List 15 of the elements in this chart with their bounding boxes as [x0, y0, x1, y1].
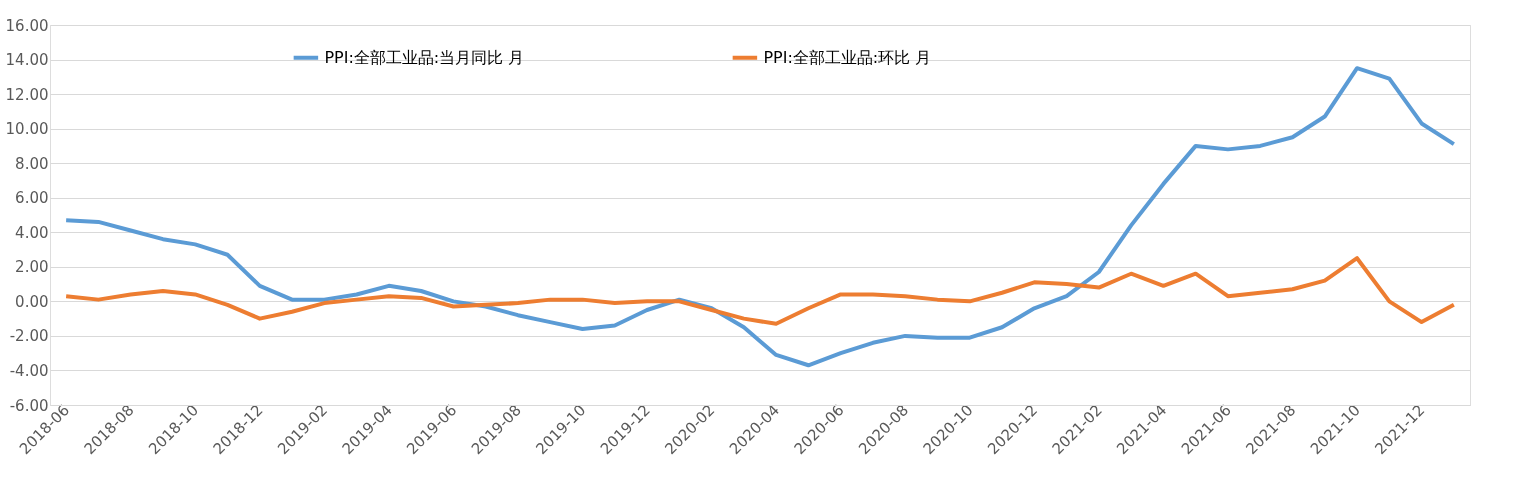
y-tick-label: 2.00: [15, 258, 49, 277]
y-tick-label: 12.00: [5, 85, 49, 104]
legend-label: PPI:全部工业品:当月同比 月: [324, 47, 525, 67]
line-series: [64, 66, 1456, 368]
y-tick-label: 0.00: [15, 292, 49, 311]
y-tick-label: 16.00: [5, 16, 49, 35]
line-series: [64, 256, 1456, 326]
y-tick-label: 14.00: [5, 51, 49, 70]
y-tick-label: -4.00: [9, 361, 49, 380]
y-tick-label: 8.00: [15, 154, 49, 173]
y-tick-label: 4.00: [15, 223, 49, 242]
y-tick-label: 10.00: [5, 120, 49, 139]
y-tick-label: -2.00: [9, 327, 49, 346]
legend-label: PPI:全部工业品:环比 月: [763, 47, 932, 67]
y-tick-label: 6.00: [15, 189, 49, 208]
